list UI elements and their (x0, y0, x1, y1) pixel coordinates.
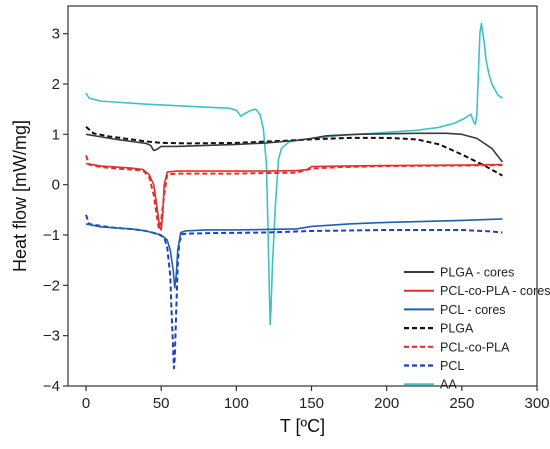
legend: PLGA - cores PCL-co-PLA - cores PCL - core… (404, 266, 550, 392)
y-tick-label: 2 (52, 76, 60, 93)
x-tick-label: 100 (224, 395, 249, 412)
x-tick-label: 150 (299, 395, 324, 412)
series-line-plga-cores (85, 132, 504, 163)
x-tick-label: 250 (449, 395, 474, 412)
y-tick-label: −1 (43, 227, 60, 244)
series-line-pcl-co-pla-cores (85, 162, 503, 231)
legend-label: PCL-co-PLA - cores (440, 284, 550, 298)
y-tick-label: 0 (52, 177, 60, 194)
y-tick-label: −3 (43, 328, 60, 345)
series-lines (85, 22, 504, 370)
series-line-pcl-cores (85, 218, 503, 289)
axes (63, 5, 538, 391)
legend-label: PCL-co-PLA (440, 340, 510, 354)
x-tick-label: 0 (82, 395, 90, 412)
legend-label: PLGA - cores (440, 266, 514, 280)
legend-label: PLGA (440, 322, 474, 336)
x-axis-title: T [ºC] (280, 416, 325, 436)
x-tick-label: 200 (374, 395, 399, 412)
series-line-pcl-co-pla (85, 155, 503, 230)
legend-label: PCL (440, 359, 464, 373)
legend-label: PCL - cores (440, 303, 506, 317)
y-tick-label: 1 (52, 126, 60, 143)
y-tick-label: −2 (43, 277, 60, 294)
y-tick-label: −4 (43, 378, 60, 395)
x-tick-label: 50 (153, 395, 170, 412)
series-line-aa (85, 22, 503, 326)
tick-labels: 0 50 100 150 200 250 300 −4 −3 −2 −1 0 1 2 3 (43, 26, 550, 412)
series-line-plga (85, 126, 503, 177)
plot-frame (67, 5, 538, 387)
x-tick-label: 300 (524, 395, 549, 412)
y-axis-title: Heat flow [mW/mg] (10, 120, 30, 272)
legend-label: AA (440, 378, 457, 392)
y-tick-label: 3 (52, 26, 60, 43)
